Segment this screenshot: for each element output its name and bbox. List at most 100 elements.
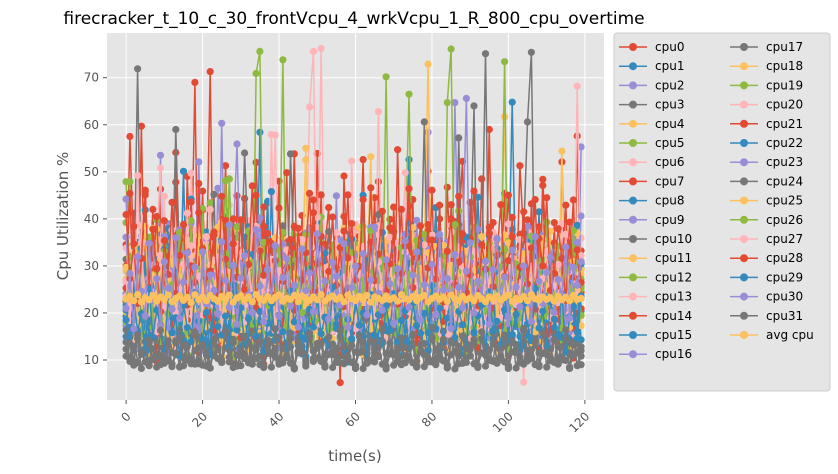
data-point <box>439 335 447 343</box>
data-point <box>122 263 130 271</box>
data-point <box>413 248 421 256</box>
data-point <box>424 128 432 136</box>
data-point <box>221 312 230 320</box>
data-point <box>558 254 566 262</box>
data-point <box>436 354 444 362</box>
data-point <box>363 311 371 319</box>
legend-item-cpu1: cpu1 <box>619 59 684 73</box>
data-point <box>340 172 348 180</box>
data-point <box>348 283 356 292</box>
legend-label: cpu6 <box>655 155 684 169</box>
data-point <box>348 220 356 228</box>
data-point <box>122 178 130 186</box>
data-point <box>371 331 379 340</box>
data-point <box>531 338 539 346</box>
data-point <box>344 191 352 199</box>
data-point <box>160 354 168 362</box>
data-point <box>283 169 291 177</box>
axis-ticks: 0 20 40 60 80 100 120 10 20 30 40 50 60 70 <box>84 71 593 436</box>
legend-item-cpu6: cpu6 <box>619 155 684 169</box>
data-point <box>210 231 218 239</box>
data-point <box>351 364 360 373</box>
legend-label: cpu8 <box>655 194 684 208</box>
data-point <box>309 323 317 331</box>
data-point <box>294 323 302 331</box>
data-point <box>485 239 493 247</box>
data-point <box>508 213 516 221</box>
legend-label: cpu28 <box>766 251 803 265</box>
data-point <box>577 212 585 220</box>
data-point <box>279 56 287 64</box>
data-point <box>183 293 191 301</box>
legend-item-cpu23: cpu23 <box>730 155 803 169</box>
data-point <box>325 267 333 276</box>
data-point <box>573 281 581 289</box>
data-point <box>137 238 145 246</box>
data-point <box>199 335 207 343</box>
data-point <box>481 50 490 58</box>
data-point <box>451 365 459 373</box>
data-point <box>325 228 333 236</box>
data-point <box>164 284 172 292</box>
data-point <box>501 58 509 66</box>
data-point <box>134 65 142 73</box>
data-point <box>409 330 417 338</box>
data-point <box>340 240 348 248</box>
data-point <box>569 302 578 310</box>
data-point <box>401 237 409 245</box>
data-point <box>386 339 394 347</box>
data-point <box>424 220 432 229</box>
legend-item-cpu31: cpu31 <box>730 309 803 323</box>
data-point <box>134 253 142 261</box>
legend-swatch-marker <box>740 273 748 282</box>
data-point <box>279 328 287 336</box>
data-point <box>290 291 298 300</box>
data-point <box>275 312 283 320</box>
data-point <box>329 350 337 358</box>
data-point <box>470 336 478 344</box>
data-point <box>214 184 222 192</box>
data-point <box>558 355 566 363</box>
data-point <box>516 162 524 170</box>
data-point <box>202 233 210 241</box>
data-point <box>279 222 287 230</box>
data-point <box>241 285 249 293</box>
data-point <box>443 364 451 372</box>
data-point <box>539 262 547 270</box>
legend-item-cpu22: cpu22 <box>730 136 803 150</box>
y-tick-label: 60 <box>84 118 99 132</box>
data-point <box>340 342 348 350</box>
data-point <box>149 345 157 353</box>
data-point <box>397 316 405 325</box>
data-point <box>474 277 482 285</box>
data-point <box>153 275 161 283</box>
data-point <box>329 259 337 267</box>
data-point <box>195 209 203 217</box>
data-point <box>443 247 451 255</box>
data-point <box>436 304 444 312</box>
data-point <box>122 211 130 219</box>
data-point <box>508 246 516 254</box>
data-point <box>172 349 180 357</box>
data-point <box>458 321 467 329</box>
data-point <box>550 269 558 277</box>
data-point <box>256 128 264 136</box>
legend-label: cpu16 <box>655 347 692 361</box>
legend-item-cpu19: cpu19 <box>730 78 803 92</box>
x-tick-label: 20 <box>189 409 210 430</box>
series-line-cpu30 <box>125 226 582 331</box>
data-point <box>332 272 340 280</box>
data-point <box>218 192 226 200</box>
data-point <box>481 362 490 370</box>
data-point <box>122 352 130 360</box>
data-point <box>539 329 547 337</box>
data-point <box>256 282 264 290</box>
data-point <box>508 233 516 241</box>
data-point <box>523 297 532 305</box>
legend-label: cpu1 <box>655 59 684 73</box>
data-point <box>501 331 509 339</box>
series-layer <box>122 44 585 387</box>
legend-label: cpu13 <box>655 290 692 304</box>
